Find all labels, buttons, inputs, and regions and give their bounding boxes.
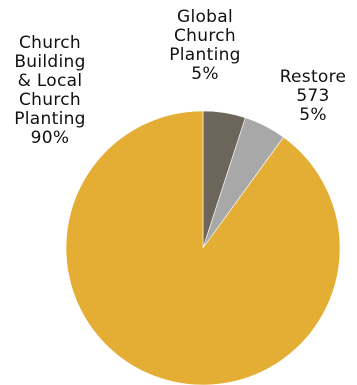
slice-label-line: Church [19,90,81,110]
slice-label-line: 573 [296,86,330,106]
slice-label-value: 90% [30,128,70,148]
slice-label-global-church-planting: Global Church Planting 5% [152,8,258,84]
slice-label-line: Restore [279,67,347,87]
slice-label-line: Church [19,33,81,53]
pie-slice-church_building [65,110,341,385]
slice-label-line: & Local [17,71,83,91]
slice-label-line: Planting [14,109,86,129]
slice-label-value: 5% [191,64,219,84]
pie-slices [65,110,341,385]
slice-label-line: Global [176,7,234,27]
slice-label-church-building: Church Building & Local Church Planting … [4,34,96,148]
slice-label-restore: Restore 573 5% [276,68,350,125]
slice-label-line: Planting [169,45,241,65]
slice-label-value: 5% [299,105,327,125]
slice-label-line: Building [14,52,86,72]
slice-label-line: Church [174,26,236,46]
